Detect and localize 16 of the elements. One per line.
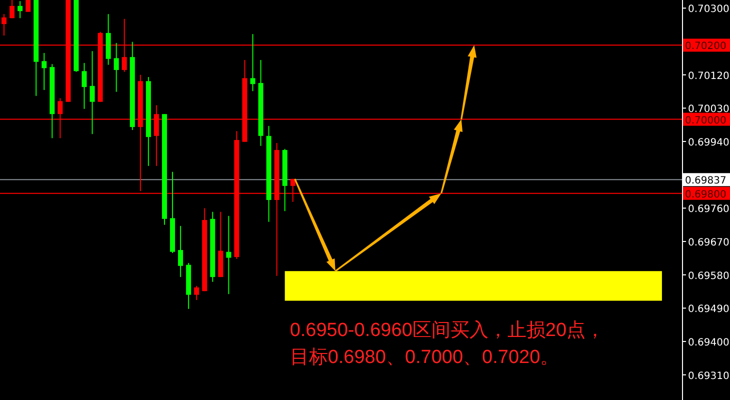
y-tick-label: 0.69940 (688, 137, 730, 148)
y-tick-label: 0.70120 (688, 70, 730, 82)
ref-line-label: 0.70000 (685, 115, 726, 126)
y-tick-label: 0.69490 (688, 304, 730, 316)
y-tick-label: 0.69400 (688, 337, 730, 348)
y-tick-label: 0.70030 (688, 104, 730, 116)
y-tick-label: 0.69580 (688, 270, 730, 282)
y-tick-label: 0.69760 (688, 204, 730, 216)
y-tick-label: 0.69670 (688, 237, 730, 248)
y-tick-label: 0.69310 (688, 370, 730, 382)
annotation: 目标0.6980、0.7000、0.7020。 (290, 347, 560, 368)
y-tick-label: 0.70300 (688, 4, 730, 16)
ref-line-label: 0.69837 (685, 176, 726, 187)
annotation: 0.6950-0.6960区间买入，止损20点， (290, 320, 605, 341)
ref-line-label: 0.69800 (685, 189, 726, 200)
ref-line-label: 0.70200 (685, 41, 726, 52)
